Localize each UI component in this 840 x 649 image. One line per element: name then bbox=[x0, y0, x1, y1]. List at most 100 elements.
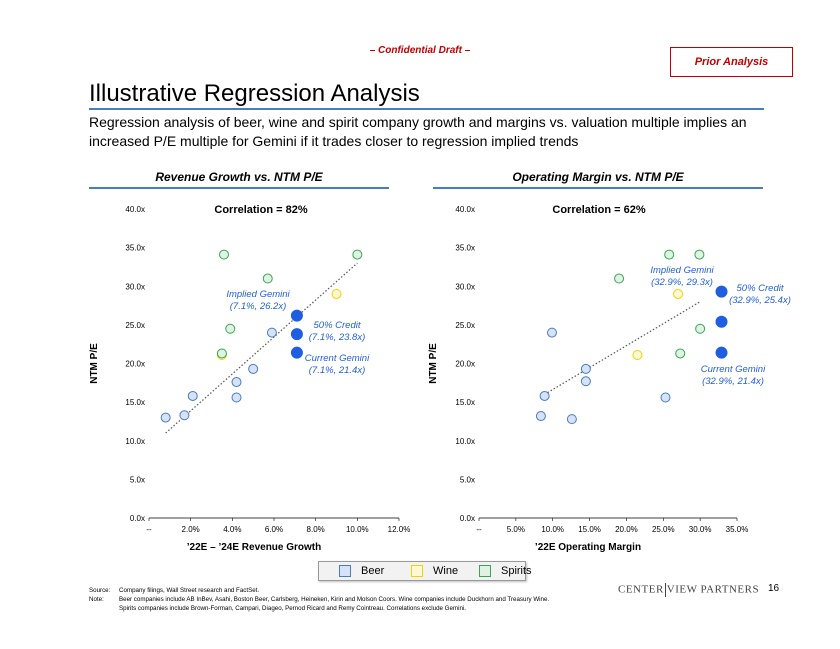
chart1-trendline bbox=[544, 301, 701, 395]
legend-label-spirits: Spirits bbox=[501, 565, 532, 577]
chart1-x-tick-label: 35.0% bbox=[726, 525, 749, 534]
chart0-y-tick-label: 0.0x bbox=[130, 514, 145, 523]
chart0-beer-point bbox=[187, 390, 198, 401]
chart0-y-tick-label: 40.0x bbox=[125, 205, 145, 214]
legend-swatch-spirits bbox=[479, 565, 491, 577]
chart0-beer-point bbox=[160, 412, 171, 423]
chart1-spirits-point bbox=[675, 348, 686, 359]
note-text-line1: Beer companies include AB InBev, Asahi, … bbox=[119, 596, 550, 603]
page-number: 16 bbox=[768, 583, 780, 594]
chart1-y-tick-label: 15.0x bbox=[455, 398, 475, 407]
chart0-gemini-label: Implied Gemini bbox=[226, 289, 290, 300]
logo-text-left: CENTER bbox=[618, 583, 664, 596]
chart1-x-tick-label: 5.0% bbox=[507, 525, 525, 534]
logo-text-right: VIEW PARTNERS bbox=[666, 583, 760, 596]
chart1-x-tick-label: 30.0% bbox=[689, 525, 712, 534]
chart0-y-tick-label: 15.0x bbox=[125, 398, 145, 407]
revenue-growth-scatter-chart: 0.0x 5.0x 10.0x 15.0x 20.0x 25.0x 30.0x 35.0x 40… bbox=[89, 204, 410, 553]
footnotes: Source: Company filings, Wall Street res… bbox=[89, 586, 549, 613]
chart0-gemini-label: 50% Credit bbox=[314, 320, 361, 331]
chart0-x-tick-label: 8.0% bbox=[307, 525, 325, 534]
chart1-gemini-point bbox=[715, 346, 728, 359]
chart0-y-tick-label: 5.0x bbox=[130, 475, 145, 484]
chart1-gemini-label: Current Gemini bbox=[701, 364, 766, 375]
legend-label-beer: Beer bbox=[361, 565, 385, 577]
chart0-y-tick-label: 10.0x bbox=[125, 437, 145, 446]
chart0-x-axis-title: ’22E – ’24E Revenue Growth bbox=[187, 542, 322, 553]
chart0-gemini-detail: (7.1%, 26.2x) bbox=[230, 301, 287, 312]
chart0-x-tick-label: 10.0% bbox=[346, 525, 369, 534]
chart0-y-tick-label: 25.0x bbox=[125, 321, 145, 330]
chart1-x-tick-label: 25.0% bbox=[652, 525, 675, 534]
chart0-beer-point bbox=[231, 392, 242, 403]
operating-margin-scatter-chart: 0.0x 5.0x 10.0x 15.0x 20.0x 25.0x 30.0x 35.0x 40… bbox=[428, 204, 791, 553]
page-title: Illustrative Regression Analysis bbox=[89, 80, 420, 107]
chart1-beer-point bbox=[660, 392, 671, 403]
chart0-spirits-point bbox=[225, 323, 236, 334]
chart1-gemini-detail: (32.9%, 29.3x) bbox=[651, 277, 713, 288]
source-label: Source: bbox=[89, 587, 111, 594]
chart1-y-axis-title: NTM P/E bbox=[428, 343, 439, 384]
legend-label-wine: Wine bbox=[433, 565, 459, 577]
legend-swatch-wine bbox=[411, 565, 423, 577]
chart0-beer-point bbox=[248, 363, 259, 374]
chart0-spirits-point bbox=[216, 348, 227, 359]
chart1-x-tick-label: 10.0% bbox=[541, 525, 564, 534]
chart0-x-tick-label: 4.0% bbox=[223, 525, 241, 534]
logo-divider bbox=[664, 583, 666, 597]
confidential-draft-label: – Confidential Draft – bbox=[369, 45, 471, 56]
chart0-gemini-detail: (7.1%, 23.8x) bbox=[309, 332, 366, 343]
chart1-gemini-point bbox=[715, 315, 728, 328]
chart1-gemini-detail: (32.9%, 25.4x) bbox=[729, 295, 791, 306]
chart0-gemini-label: Current Gemini bbox=[305, 353, 370, 364]
note-label: Note: bbox=[89, 596, 104, 603]
legend-item-beer: Beer bbox=[339, 565, 384, 577]
chart1-y-tick-label: 5.0x bbox=[460, 475, 475, 484]
chart1-gemini-label: Implied Gemini bbox=[650, 265, 714, 276]
right-chart-title: Operating Margin vs. NTM P/E bbox=[512, 170, 684, 184]
chart0-x-tick-label: 6.0% bbox=[265, 525, 283, 534]
chart-legend: Beer Wine Spirits bbox=[318, 561, 532, 581]
chart1-spirits-point bbox=[614, 273, 625, 284]
chart1-beer-point bbox=[580, 376, 591, 387]
chart1-gemini-detail: (32.9%, 21.4x) bbox=[702, 376, 764, 387]
chart0-correlation-label: Correlation = 82% bbox=[214, 204, 307, 216]
chart1-gemini-label: 50% Credit bbox=[737, 283, 784, 294]
chart0-gemini-point bbox=[290, 346, 303, 359]
chart0-trendline bbox=[165, 262, 358, 434]
chart0-x-tick-label: 2.0% bbox=[182, 525, 200, 534]
note-text-line2: Spirits companies include Brown-Forman, … bbox=[119, 605, 466, 612]
note-row-2: Spirits companies include Brown-Forman, … bbox=[89, 604, 549, 613]
chart1-wine-point bbox=[632, 350, 643, 361]
chart1-beer-point bbox=[535, 411, 546, 422]
legend-item-spirits: Spirits bbox=[479, 565, 532, 577]
chart1-y-tick-label: 10.0x bbox=[455, 437, 475, 446]
company-logo: CENTER VIEW PARTNERS bbox=[618, 583, 759, 597]
chart0-gemini-point bbox=[290, 309, 303, 322]
left-chart-title-divider bbox=[89, 187, 389, 189]
chart1-correlation-label: Correlation = 62% bbox=[552, 204, 645, 216]
chart0-spirits-point bbox=[219, 249, 229, 260]
chart1-beer-point bbox=[580, 363, 591, 374]
chart1-x-tick-label: 20.0% bbox=[615, 525, 638, 534]
chart1-x-axis-title: ’22E Operating Margin bbox=[535, 542, 641, 553]
chart1-wine-point bbox=[673, 288, 684, 299]
chart0-beer-point bbox=[231, 377, 242, 388]
source-text: Company filings, Wall Street research an… bbox=[119, 587, 260, 594]
chart1-y-tick-label: 35.0x bbox=[455, 244, 475, 253]
chart1-y-tick-label: 25.0x bbox=[455, 321, 475, 330]
chart1-y-tick-label: 0.0x bbox=[460, 514, 475, 523]
prior-analysis-badge: Prior Analysis bbox=[670, 47, 793, 77]
chart1-beer-point bbox=[546, 327, 557, 338]
chart0-wine-point bbox=[331, 288, 342, 299]
legend-item-wine: Wine bbox=[411, 565, 458, 577]
chart0-x-tick-label: -- bbox=[146, 525, 152, 534]
chart1-x-tick-label: 15.0% bbox=[578, 525, 601, 534]
note-row: Note: Beer companies include AB InBev, A… bbox=[89, 595, 549, 604]
chart0-gemini-detail: (7.1%, 21.4x) bbox=[309, 365, 366, 376]
chart1-y-tick-label: 40.0x bbox=[455, 205, 475, 214]
chart0-gemini-point bbox=[290, 328, 303, 341]
chart0-y-tick-label: 30.0x bbox=[125, 282, 145, 291]
chart1-y-tick-label: 20.0x bbox=[455, 360, 475, 369]
chart1-x-tick-label: -- bbox=[476, 525, 482, 534]
